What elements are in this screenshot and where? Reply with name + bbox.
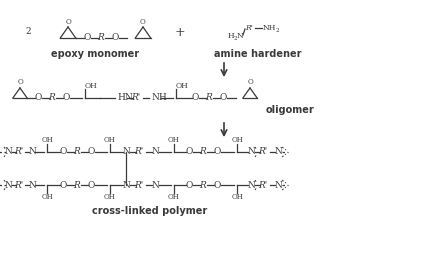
Text: R: R (73, 181, 80, 190)
Text: R: R (98, 34, 104, 43)
Text: 2: 2 (234, 36, 237, 41)
Text: R': R' (134, 181, 144, 190)
Text: OH: OH (104, 193, 116, 201)
Text: N: N (274, 181, 282, 190)
Text: O: O (111, 34, 119, 43)
Text: R: R (206, 94, 212, 102)
Text: epoxy monomer: epoxy monomer (51, 49, 139, 59)
Text: OH: OH (41, 136, 53, 144)
Text: N: N (274, 148, 282, 157)
Text: N: N (122, 148, 130, 157)
Text: O: O (59, 148, 67, 157)
Text: N: N (247, 181, 255, 190)
Text: OH: OH (231, 193, 243, 201)
Text: N: N (28, 181, 36, 190)
Text: N: N (151, 181, 159, 190)
Text: +: + (175, 25, 185, 39)
Text: cross-linked polymer: cross-linked polymer (92, 206, 207, 216)
Text: R: R (200, 148, 207, 157)
Text: R: R (200, 181, 207, 190)
Text: OH: OH (176, 82, 188, 90)
Text: N: N (237, 32, 244, 40)
Text: O: O (185, 148, 193, 157)
Text: oligomer: oligomer (266, 105, 314, 115)
Text: 2: 2 (25, 27, 31, 36)
Text: O: O (247, 78, 253, 87)
Text: R': R' (258, 148, 267, 157)
Text: OH: OH (168, 193, 180, 201)
Text: O: O (17, 78, 23, 87)
Text: 2: 2 (276, 29, 280, 34)
Text: N: N (4, 148, 12, 157)
Text: O: O (59, 181, 67, 190)
Text: R': R' (258, 181, 267, 190)
Text: R': R' (131, 94, 141, 102)
Text: N: N (4, 181, 12, 190)
Text: O: O (62, 94, 70, 102)
Text: OH: OH (41, 193, 53, 201)
Text: HN: HN (117, 94, 133, 102)
Text: O: O (191, 94, 198, 102)
Text: R': R' (14, 181, 24, 190)
Text: NH: NH (151, 94, 167, 102)
Text: amine hardener: amine hardener (214, 49, 302, 59)
Text: O: O (83, 34, 90, 43)
Text: OH: OH (85, 82, 97, 90)
Text: O: O (87, 148, 95, 157)
Text: OH: OH (168, 136, 180, 144)
Text: O: O (87, 181, 95, 190)
Text: R': R' (14, 148, 24, 157)
Text: N: N (28, 148, 36, 157)
Text: O: O (34, 94, 42, 102)
Text: NH: NH (263, 24, 276, 32)
Text: O: O (185, 181, 193, 190)
Text: OH: OH (231, 136, 243, 144)
Text: N: N (247, 148, 255, 157)
Text: O: O (213, 148, 221, 157)
Text: O: O (140, 17, 146, 25)
Text: R: R (49, 94, 56, 102)
Text: R: R (73, 148, 80, 157)
Text: O: O (65, 17, 71, 25)
Text: N: N (122, 181, 130, 190)
Text: N: N (151, 148, 159, 157)
Text: H: H (228, 32, 235, 40)
Text: O: O (220, 94, 227, 102)
Text: R': R' (134, 148, 144, 157)
Text: OH: OH (104, 136, 116, 144)
Text: R': R' (245, 24, 253, 32)
Text: O: O (213, 181, 221, 190)
